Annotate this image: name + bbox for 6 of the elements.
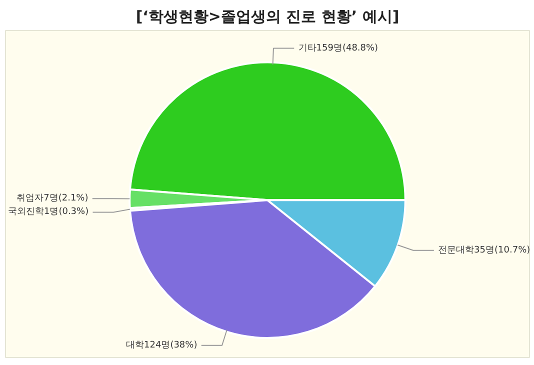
slice-label: 취업자7명(2.1%) <box>16 194 88 204</box>
chart-title: [‘학생현황>졸업생의 진로 현황’ 예시] <box>136 8 400 26</box>
slice-label: 전문대학35명(10.7%) <box>438 245 530 256</box>
slice-label: 대학124명(38%) <box>126 340 198 350</box>
slice-label: 국외진학1명(0.3%) <box>8 207 89 218</box>
slice-label: 기타159명(48.8%) <box>298 43 378 54</box>
